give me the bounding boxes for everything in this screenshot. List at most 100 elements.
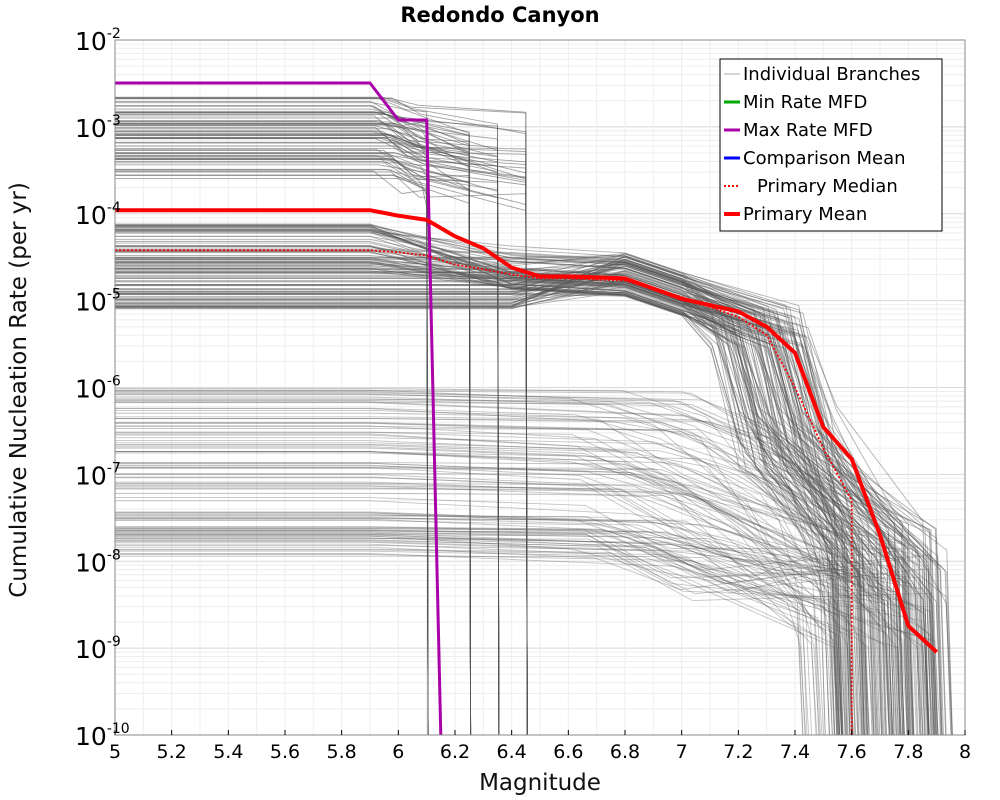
branch-line [115,549,826,736]
branch-line [115,273,851,736]
branch-line [115,537,904,736]
branch-line [115,231,890,736]
branch-line [115,292,895,736]
series-line-5 [115,208,939,654]
branch-line [115,390,846,736]
branch-line [115,266,939,736]
branch-line [115,235,860,736]
branch-line [115,394,859,736]
branch-line [115,516,856,736]
y-tick-label: 10-8 [75,547,121,577]
branch-line [115,267,911,736]
branch-line [115,267,915,736]
branch-line [115,550,807,736]
branch-line [115,512,937,736]
branch-line [115,485,847,736]
branch-line [115,261,886,736]
branch-line [115,253,943,736]
branch-line [115,422,903,736]
branch-line [115,412,870,736]
branch-line [115,225,854,736]
branch-line [115,241,879,736]
legend-label: Comparison Mean [743,148,906,169]
branch-line [115,265,840,736]
branch-line [115,269,901,736]
branch-line [115,408,817,736]
branch-line [115,440,863,736]
branch-line [115,223,893,736]
branch-line [115,281,838,736]
y-axis-label: Cumulative Nucleation Rate (per yr) [6,182,32,598]
branch-line [115,526,823,736]
branch-line [115,261,839,736]
branch-line [115,398,939,736]
branch-line [115,402,876,736]
y-tick-label: 10-6 [75,374,121,404]
branch-line [115,513,877,736]
branch-line [115,442,887,736]
branch-line [115,261,932,736]
branch-line [115,249,933,736]
branch-line [115,231,868,736]
branch-line [115,230,830,736]
branch-line [115,526,905,736]
branch-line [115,465,929,736]
branch-line [115,263,893,736]
branch-line [115,447,924,736]
branch-line [115,251,863,736]
branch-line [115,544,859,736]
branch-line [115,520,853,736]
branch-line [115,462,843,736]
branch-line [115,228,953,736]
branch-line [115,246,915,736]
x-tick-label: 6.4 [497,741,527,763]
y-tick-label: 10-3 [75,113,121,143]
x-tick-label: 6.8 [610,741,640,763]
branch-line [115,541,941,736]
branch-line [115,529,842,736]
branch-line [115,275,899,736]
branch-line [115,229,833,736]
branch-line [115,533,826,736]
x-tick-label: 5.6 [270,741,300,763]
branch-line [115,467,843,736]
branch-line [115,235,914,736]
branch-line [115,396,908,736]
branch-line [115,232,943,736]
branch-line [115,288,847,736]
branch-line [115,529,874,736]
branch-line [115,481,935,736]
branch-line [115,452,871,736]
branch-line [115,434,913,736]
branch-line [115,389,840,736]
branch-line [115,250,921,736]
x-axis-label: Magnitude [479,770,601,796]
branch-line [115,416,929,736]
legend-label: Min Rate MFD [743,92,867,113]
branch-line [115,497,927,736]
y-tick-label: 10-7 [75,460,121,490]
x-tick-label: 7.2 [723,741,753,763]
branch-line [115,409,897,736]
branch-line [115,532,857,736]
branch-line [115,228,851,736]
branch-line [115,267,888,736]
branch-line [115,476,804,736]
branch-line [115,401,890,736]
branch-line [115,532,933,736]
branch-line [115,263,835,736]
branch-line [115,398,897,736]
branch-line [115,258,910,736]
branch-line [115,421,924,736]
branch-line [115,224,883,736]
branch-line [115,535,930,736]
branch-line [115,451,922,736]
branch-line [115,541,846,736]
branch-line [115,428,879,736]
branch-line [115,530,893,736]
branch-line [115,248,912,736]
branch-line [115,517,844,736]
branch-line [115,451,875,736]
x-tick-label: 6.2 [440,741,470,763]
